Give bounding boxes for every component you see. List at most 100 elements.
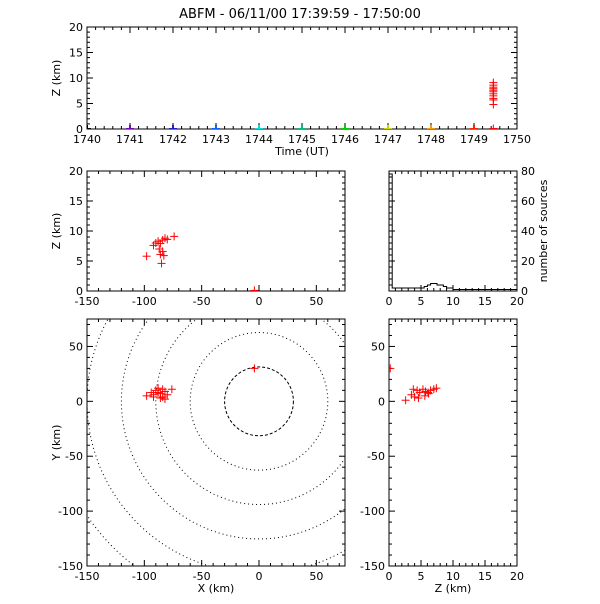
x-z-xtick-label: 50 (309, 295, 323, 308)
plan-view-xtick-label: -50 (193, 570, 211, 583)
source-point (149, 392, 158, 401)
source-point (426, 386, 435, 395)
altitude-histogram-xtick-label: 15 (478, 295, 492, 308)
altitude-histogram-xtick-label: 10 (446, 295, 460, 308)
time-height-xtick-label: 1749 (460, 133, 488, 146)
source-point (159, 251, 168, 260)
z-y-xtick-label: 5 (418, 570, 425, 583)
x-z-xtick-label: -150 (75, 295, 100, 308)
plan-view-ytick-label: 0 (76, 395, 83, 408)
time-height-xtick-label: 1740 (73, 133, 101, 146)
altitude-histogram-ytick-label: 0 (521, 285, 528, 298)
z-y-panel: 0 5 10 15 20 -150 -100 -50 0 50 Z (km) (360, 318, 524, 595)
plan-view-xtick-label: -150 (75, 570, 100, 583)
source-point (156, 394, 165, 403)
source-point (160, 234, 169, 243)
time-height-xtick-label: 1747 (374, 133, 402, 146)
time-height-ytick-label: 20 (69, 21, 83, 34)
source-point (170, 232, 179, 241)
time-height-xaxis-title: Time (UT) (274, 145, 329, 158)
x-z-ytick-label: 15 (69, 195, 83, 208)
source-point (414, 394, 423, 403)
source-point (489, 124, 498, 129)
plan-view-panel: -150 -100 -50 0 50 -150 -100 -50 0 50 X (km) Y (km) (50, 318, 346, 595)
time-height-xtick-label: 1748 (417, 133, 445, 146)
time-height-xtick-label: 1745 (288, 133, 316, 146)
source-point (142, 252, 151, 261)
time-height-xtick-label: 1742 (159, 133, 187, 146)
plan-view-ytick-label: -50 (65, 450, 83, 463)
chart-title: ABFM - 06/11/00 17:39:59 - 17:50:00 (179, 7, 421, 22)
time-height-ytick-label: 0 (76, 123, 83, 136)
source-point (163, 235, 172, 244)
histogram-outline (389, 173, 517, 291)
source-point (160, 395, 169, 404)
z-y-xtick-label: 20 (510, 570, 524, 583)
plan-view-ytick-label: -150 (58, 560, 83, 573)
z-y-ytick-label: -100 (360, 505, 385, 518)
plan-view-plot-area (87, 319, 345, 566)
source-point (250, 364, 259, 373)
plan-view-xtick-label: -100 (132, 570, 157, 583)
x-z-frame (86, 170, 346, 292)
range-ring (189, 332, 329, 471)
source-point (158, 236, 167, 244)
x-z-xtick-label: -50 (193, 295, 211, 308)
time-height-xtick-label: 1743 (202, 133, 230, 146)
range-ring (120, 319, 345, 540)
source-point (424, 389, 433, 398)
time-height-ytick-label: 5 (76, 98, 83, 111)
time-height-xtick-label: 1750 (503, 133, 531, 146)
time-height-panel: 1740 1741 1742 1743 1744 1745 1746 1747 1748 1749… (50, 21, 531, 158)
z-y-ytick-label: 0 (378, 395, 385, 408)
source-point (250, 286, 259, 291)
source-point (167, 385, 176, 394)
z-y-xaxis-title: Z (km) (435, 582, 472, 595)
x-z-yaxis-title: Z (km) (50, 213, 63, 250)
plan-view-frame (86, 318, 346, 567)
source-point (154, 384, 163, 393)
altitude-histogram-plot-area (389, 173, 517, 291)
altitude-histogram-ytick-label: 40 (521, 225, 535, 238)
z-y-ytick-label: -50 (367, 450, 385, 463)
time-height-ytick-label: 10 (69, 72, 83, 85)
z-y-frame (388, 318, 518, 567)
x-z-xtick-label: 0 (256, 295, 263, 308)
x-z-plot-area (142, 232, 259, 291)
time-height-frame (86, 26, 518, 130)
z-y-xtick-label: 10 (446, 570, 460, 583)
altitude-histogram-xtick-label: 0 (386, 295, 393, 308)
z-y-ytick-label: -150 (360, 560, 385, 573)
altitude-histogram-ytick-label: 60 (521, 195, 535, 208)
source-point (415, 388, 424, 397)
source-point (409, 385, 418, 394)
plan-view-yaxis-title: Y (km) (50, 425, 63, 462)
z-y-xtick-label: 0 (386, 570, 393, 583)
source-point (432, 384, 441, 393)
x-z-panel: -150 -100 -50 0 50 0 5 10 15 20 Z (km) (50, 165, 346, 308)
time-height-xtick-label: 1744 (245, 133, 273, 146)
time-height-ytick-label: 15 (69, 47, 83, 60)
x-z-xtick-label: -100 (132, 295, 157, 308)
altitude-histogram-ytick-label: 80 (521, 165, 535, 178)
z-y-ytick-label: 50 (371, 340, 385, 353)
time-height-xtick-label: 1741 (116, 133, 144, 146)
altitude-histogram-ytick-label: 20 (521, 255, 535, 268)
x-z-ytick-label: 5 (76, 255, 83, 268)
range-ring (155, 319, 345, 506)
x-z-ytick-label: 0 (76, 285, 83, 298)
plan-view-xtick-label: 50 (309, 570, 323, 583)
plan-view-ytick-label: -100 (58, 505, 83, 518)
source-point (410, 392, 419, 401)
altitude-histogram-xtick-label: 20 (510, 295, 524, 308)
altitude-histogram-frame (388, 170, 518, 292)
x-z-ytick-label: 10 (69, 225, 83, 238)
time-height-yaxis-title: Z (km) (50, 60, 63, 97)
plan-view-ytick-label: 50 (69, 340, 83, 353)
source-point (389, 364, 395, 373)
source-point (489, 100, 498, 109)
altitude-histogram-yaxis-title: number of sources (537, 179, 550, 282)
time-height-xtick-label: 1746 (331, 133, 359, 146)
